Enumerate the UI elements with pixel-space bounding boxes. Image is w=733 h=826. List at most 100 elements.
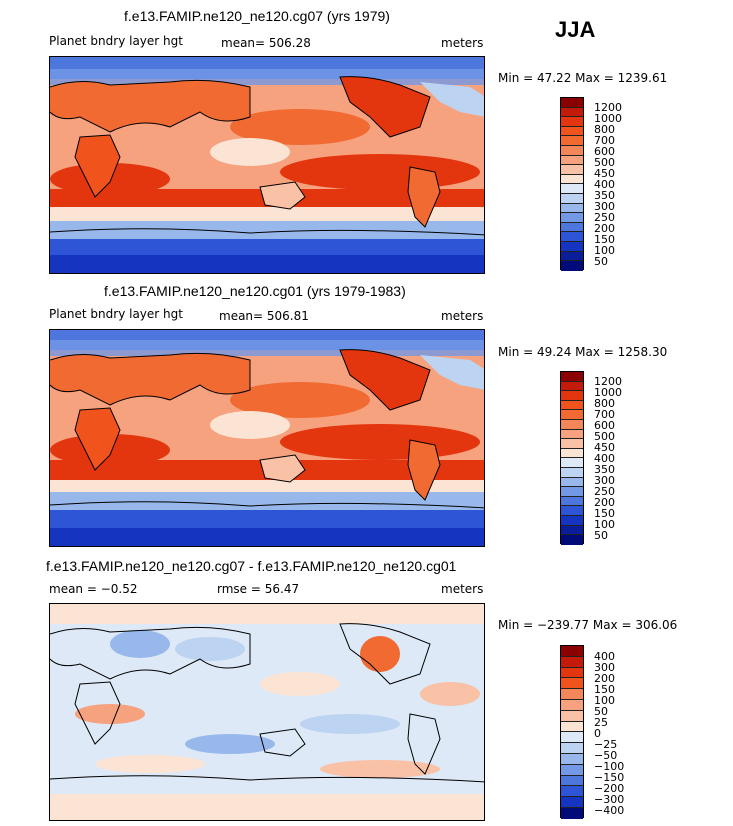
colorbar-swatch — [561, 193, 583, 204]
colorbar-swatch — [561, 786, 583, 798]
panel1-variable: Planet bndry layer hgt — [49, 34, 183, 48]
colorbar-swatch — [561, 203, 583, 214]
colorbar-label: 50 — [594, 529, 608, 542]
colorbar-label: 1200 — [594, 375, 622, 388]
panel3-title: f.e13.FAMIP.ne120_ne120.cg07 - f.e13.FAM… — [46, 558, 457, 574]
colorbar-swatch — [561, 391, 583, 401]
colorbar-label: 350 — [594, 463, 615, 476]
panel3-units: meters — [441, 582, 484, 596]
colorbar-label: 250 — [594, 485, 615, 498]
colorbar-label: 300 — [594, 474, 615, 487]
colorbar-label: −150 — [594, 771, 625, 784]
panel1-title: f.e13.FAMIP.ne120_ne120.cg07 (yrs 1979) — [124, 8, 390, 24]
colorbar-swatch — [561, 753, 583, 765]
colorbar-swatch — [561, 535, 583, 545]
panel1-mean: mean= 506.28 — [221, 36, 311, 50]
season-label: JJA — [555, 17, 596, 42]
colorbar-swatch — [561, 525, 583, 536]
panel2-map-field — [50, 330, 484, 546]
colorbar-label: 100 — [594, 244, 615, 257]
panel1-colorbar — [560, 97, 584, 271]
colorbar-swatch — [561, 764, 583, 776]
colorbar-label: 100 — [594, 518, 615, 531]
colorbar-label: 700 — [594, 408, 615, 421]
colorbar-swatch — [561, 656, 583, 668]
colorbar-swatch — [561, 410, 583, 420]
colorbar-swatch — [561, 136, 583, 146]
colorbar-label: 0 — [594, 727, 601, 740]
colorbar-label: 300 — [594, 661, 615, 674]
colorbar-swatch — [561, 155, 583, 166]
colorbar-label: 450 — [594, 441, 615, 454]
colorbar-swatch — [561, 678, 583, 690]
panel1-map — [49, 56, 485, 274]
colorbar-label: 25 — [594, 716, 608, 729]
colorbar-swatch — [561, 429, 583, 440]
colorbar-swatch — [561, 261, 583, 271]
panel2-minmax: Min = 49.24 Max = 1258.30 — [498, 345, 668, 359]
colorbar-label: −25 — [594, 738, 618, 751]
colorbar-label: −200 — [594, 782, 625, 795]
colorbar-swatch — [561, 174, 583, 185]
colorbar-swatch — [561, 689, 583, 700]
colorbar-swatch — [561, 506, 583, 516]
colorbar-label: 150 — [594, 507, 615, 520]
colorbar-swatch — [561, 117, 583, 127]
panel3-minmax: Min = −239.77 Max = 306.06 — [498, 618, 678, 632]
colorbar-label: 50 — [594, 705, 608, 718]
colorbar-swatch — [561, 107, 583, 118]
colorbar-label: 800 — [594, 123, 615, 136]
colorbar-swatch — [561, 743, 583, 754]
colorbar-label: 400 — [594, 650, 615, 663]
panel2-colorbar — [560, 371, 584, 545]
colorbar-label: 100 — [594, 694, 615, 707]
panel2-mean: mean= 506.81 — [219, 309, 309, 323]
colorbar-label: 200 — [594, 496, 615, 509]
colorbar-label: −400 — [594, 804, 625, 817]
colorbar-swatch — [561, 165, 583, 175]
colorbar-label: 600 — [594, 145, 615, 158]
colorbar-swatch — [561, 98, 583, 108]
panel3-mean: mean = −0.52 — [49, 582, 138, 596]
colorbar-swatch — [561, 467, 583, 478]
panel2-variable: Planet bndry layer hgt — [49, 307, 183, 321]
colorbar-swatch — [561, 145, 583, 156]
colorbar-swatch — [561, 419, 583, 430]
colorbar-swatch — [561, 721, 583, 733]
colorbar-swatch — [561, 496, 583, 507]
colorbar-label: 250 — [594, 211, 615, 224]
colorbar-swatch — [561, 667, 583, 679]
panel2-title: f.e13.FAMIP.ne120_ne120.cg01 (yrs 1979-1… — [104, 283, 406, 299]
colorbar-label: 1200 — [594, 101, 622, 114]
colorbar-swatch — [561, 232, 583, 242]
colorbar-swatch — [561, 372, 583, 382]
colorbar-swatch — [561, 458, 583, 468]
colorbar-swatch — [561, 241, 583, 252]
colorbar-label: 800 — [594, 397, 615, 410]
colorbar-swatch — [561, 222, 583, 233]
colorbar-label: 700 — [594, 134, 615, 147]
colorbar-label: 300 — [594, 200, 615, 213]
colorbar-swatch — [561, 126, 583, 137]
colorbar-swatch — [561, 797, 583, 808]
colorbar-swatch — [561, 646, 583, 657]
colorbar-label: 150 — [594, 683, 615, 696]
colorbar-swatch — [561, 213, 583, 223]
colorbar-label: 500 — [594, 430, 615, 443]
colorbar-swatch — [561, 381, 583, 392]
colorbar-label: 1000 — [594, 386, 622, 399]
colorbar-label: 400 — [594, 452, 615, 465]
colorbar-label: 200 — [594, 672, 615, 685]
colorbar-swatch — [561, 807, 583, 819]
panel3-map — [49, 603, 485, 821]
colorbar-swatch — [561, 487, 583, 497]
panel1-minmax: Min = 47.22 Max = 1239.61 — [498, 71, 668, 85]
colorbar-label: −100 — [594, 760, 625, 773]
colorbar-label: 200 — [594, 222, 615, 235]
panel2-map — [49, 329, 485, 547]
colorbar-swatch — [561, 699, 583, 711]
panel3-map-field — [50, 604, 484, 820]
colorbar-label: 400 — [594, 178, 615, 191]
colorbar-swatch — [561, 184, 583, 194]
colorbar-swatch — [561, 400, 583, 411]
